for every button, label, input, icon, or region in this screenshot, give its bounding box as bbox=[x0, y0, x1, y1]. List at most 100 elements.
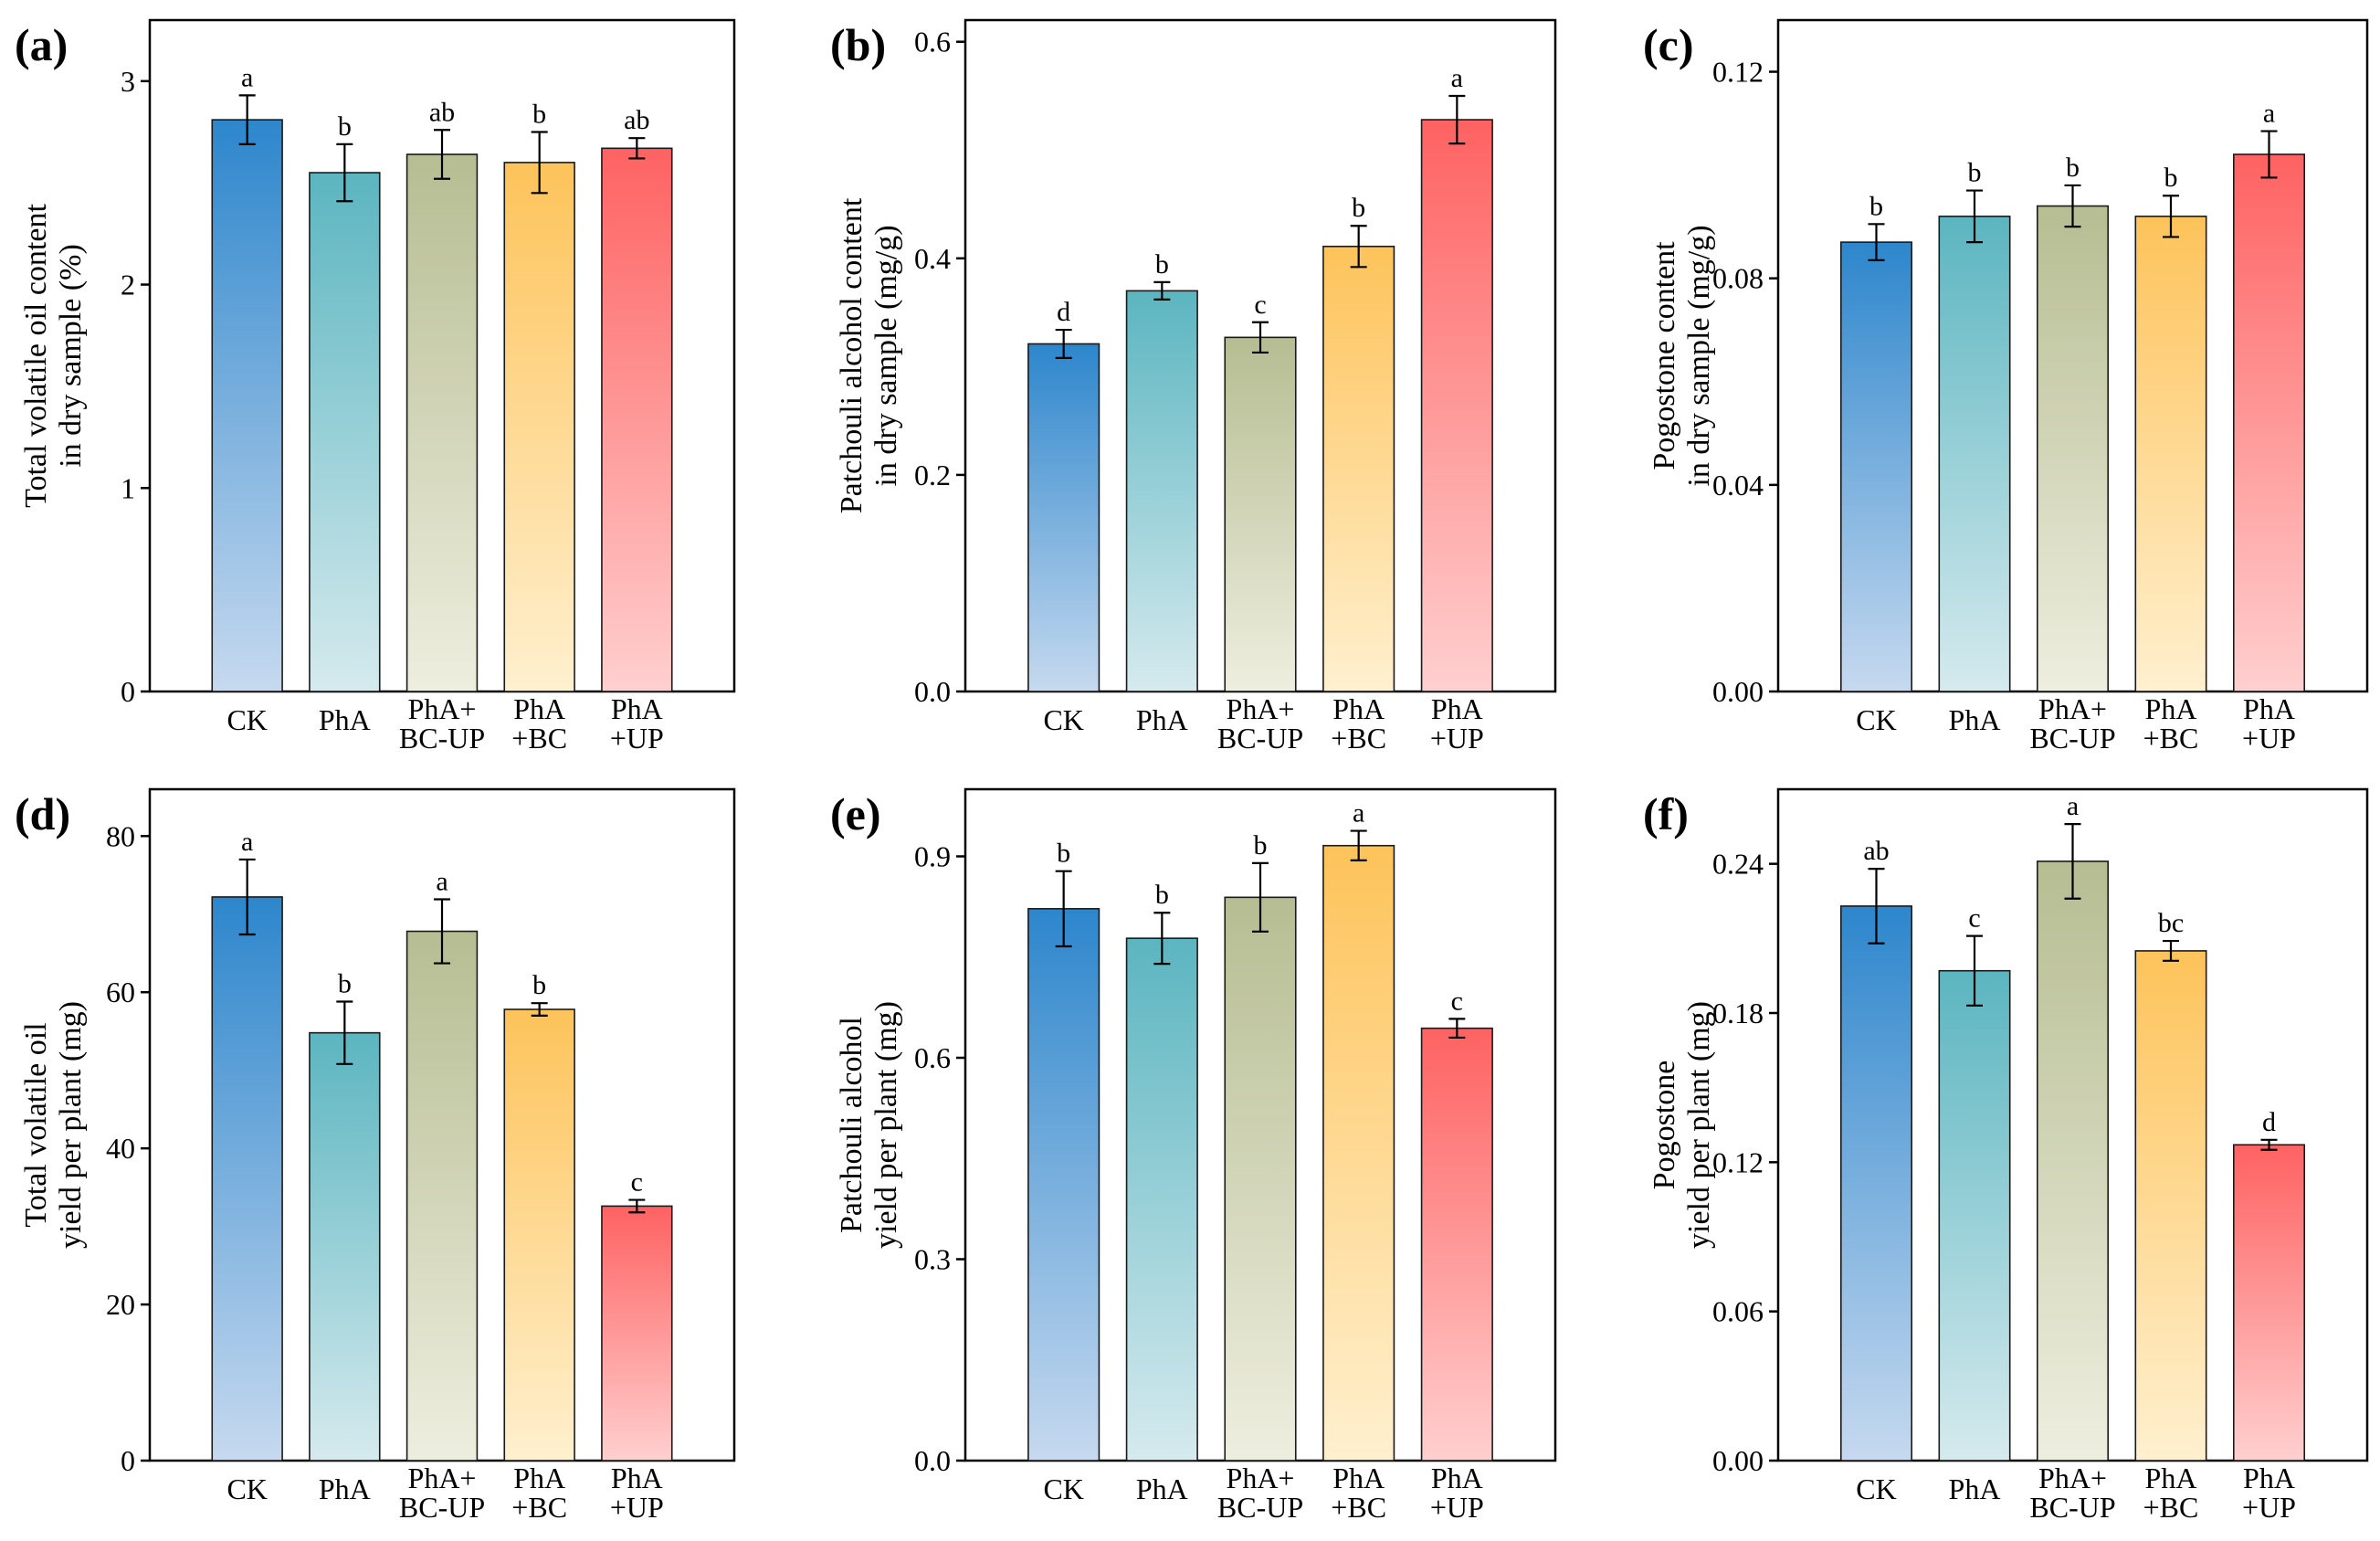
error-bar bbox=[1055, 870, 1072, 948]
error-bar bbox=[1153, 280, 1171, 301]
x-tick-label: PhA+ BC-UP bbox=[2029, 1462, 2115, 1524]
y-tick-label: 0.06 bbox=[1712, 1295, 1764, 1328]
significance-label: b bbox=[338, 111, 352, 142]
error-bar bbox=[1252, 321, 1269, 354]
significance-label: b bbox=[1968, 158, 1982, 188]
y-tick-label: 0.0 bbox=[914, 1444, 951, 1477]
y-tick-label: 0.18 bbox=[1712, 997, 1764, 1029]
bar-ck bbox=[211, 896, 283, 1462]
panel-label: (a) bbox=[15, 19, 68, 70]
x-tick-label: PhA+ BC-UP bbox=[399, 692, 485, 755]
x-tick-label: CK bbox=[1043, 703, 1083, 736]
y-tick-label: 0.6 bbox=[914, 26, 951, 58]
y-axis-title: Pogostoneyield per plant (mg) bbox=[1648, 1001, 1716, 1249]
y-tick-label: 2 bbox=[121, 269, 135, 301]
y-axis-title: Total volatile oil contentin dry sample … bbox=[19, 204, 88, 508]
y-tick-label: 80 bbox=[106, 819, 135, 852]
x-tick-label: PhA +UP bbox=[1430, 692, 1484, 755]
x-tick-label: PhA +BC bbox=[1331, 692, 1386, 755]
panel-label: (c) bbox=[1643, 19, 1694, 70]
significance-label: b bbox=[1057, 839, 1070, 869]
significance-label: c bbox=[1968, 903, 1980, 934]
chart-panel-4: 0 20 40 60 80 a CK b PhA a PhA+ BC-UP b PhA +BC c PhA +UP… bbox=[15, 787, 736, 1524]
error-bar bbox=[336, 1000, 353, 1065]
y-tick-label: 0 bbox=[121, 1444, 135, 1477]
error-bar bbox=[2260, 1138, 2278, 1151]
error-bar bbox=[2163, 939, 2179, 962]
bar-pha bbox=[1125, 290, 1198, 692]
x-tick-label: PhA +UP bbox=[610, 1462, 664, 1524]
error-bar bbox=[2260, 130, 2278, 179]
error-bar bbox=[1966, 934, 1983, 1007]
significance-label: bc bbox=[2158, 908, 2184, 938]
error-bar bbox=[628, 1198, 646, 1214]
error-bar bbox=[2163, 195, 2179, 238]
bar-ck bbox=[1027, 343, 1100, 692]
x-tick-label: CK bbox=[226, 1472, 267, 1505]
x-tick-label: CK bbox=[1856, 703, 1896, 736]
x-tick-label: PhA +BC bbox=[511, 692, 567, 755]
significance-label: a bbox=[2067, 791, 2079, 821]
bar-pha-bc bbox=[2134, 950, 2207, 1462]
error-bar bbox=[1966, 189, 1983, 244]
significance-label: b bbox=[1869, 191, 1883, 221]
x-tick-label: PhA +UP bbox=[2242, 1462, 2296, 1524]
y-axis-title: Pogostone contentin dry sample (mg/g) bbox=[1648, 225, 1716, 486]
bar-ck bbox=[211, 119, 283, 692]
error-bar bbox=[531, 131, 548, 195]
error-bar bbox=[1350, 225, 1367, 269]
y-tick-label: 60 bbox=[106, 976, 135, 1008]
error-bar bbox=[2064, 823, 2081, 900]
chart-panel-6: 0.00 0.06 0.12 0.18 0.24 ab CK c PhA a PhA+ BC-UP bc… bbox=[1643, 787, 2369, 1524]
x-tick-label: CK bbox=[1856, 1472, 1896, 1505]
x-tick-label: PhA+ BC-UP bbox=[399, 1462, 485, 1524]
error-bar bbox=[2064, 184, 2081, 228]
bar-pha-bc bbox=[1322, 844, 1395, 1462]
significance-label: a bbox=[2263, 99, 2275, 129]
y-tick-label: 0 bbox=[121, 675, 135, 708]
significance-label: a bbox=[1451, 63, 1463, 93]
y-tick-label: 0.3 bbox=[914, 1243, 951, 1276]
x-tick-label: PhA +UP bbox=[2242, 692, 2296, 755]
bar-pha-up bbox=[2233, 153, 2306, 692]
bar-pha bbox=[309, 1031, 381, 1462]
x-tick-label: PhA +BC bbox=[511, 1462, 567, 1524]
bar-ck bbox=[1840, 241, 1913, 692]
error-bar bbox=[1350, 829, 1367, 862]
significance-label: c bbox=[631, 1167, 643, 1198]
x-tick-label: CK bbox=[226, 703, 267, 736]
x-tick-label: PhA +BC bbox=[1331, 1462, 1386, 1524]
bar-pha bbox=[1938, 216, 2011, 692]
panel-label: (f) bbox=[1643, 788, 1689, 839]
bar-pha-bc bbox=[1322, 245, 1395, 692]
bar-pha-up bbox=[1420, 119, 1493, 692]
significance-label: b bbox=[1155, 249, 1169, 280]
y-tick-label: 3 bbox=[121, 65, 135, 98]
y-axis-title: Patchouli alcoholyield per plant (mg) bbox=[835, 1001, 903, 1249]
error-bar bbox=[1055, 328, 1072, 359]
error-bar bbox=[238, 94, 256, 145]
bar-pha-bc-up bbox=[1224, 896, 1297, 1462]
significance-label: b bbox=[532, 970, 546, 1000]
bar-pha-bc-up bbox=[2037, 205, 2110, 692]
bar-ck bbox=[1840, 905, 1913, 1462]
bar-pha-bc bbox=[2134, 216, 2207, 692]
bar-pha-up bbox=[601, 1205, 673, 1462]
y-tick-label: 1 bbox=[121, 471, 135, 504]
panel-label: (d) bbox=[15, 788, 70, 839]
significance-label: d bbox=[1057, 297, 1070, 327]
bar-pha-up bbox=[601, 147, 673, 692]
bar-ck bbox=[1027, 908, 1100, 1462]
error-bar bbox=[628, 137, 646, 160]
y-tick-label: 40 bbox=[106, 1132, 135, 1165]
y-tick-label: 0.6 bbox=[914, 1041, 951, 1074]
error-bar bbox=[1448, 1018, 1466, 1040]
y-tick-label: 0.2 bbox=[914, 459, 951, 491]
x-tick-label: PhA bbox=[319, 1472, 371, 1505]
bar-pha bbox=[1938, 969, 2011, 1462]
significance-label: ab bbox=[1863, 836, 1889, 866]
error-bar bbox=[1153, 912, 1171, 966]
significance-label: b bbox=[532, 100, 546, 130]
bar-pha-up bbox=[1420, 1027, 1493, 1462]
y-tick-label: 0.0 bbox=[914, 675, 951, 708]
